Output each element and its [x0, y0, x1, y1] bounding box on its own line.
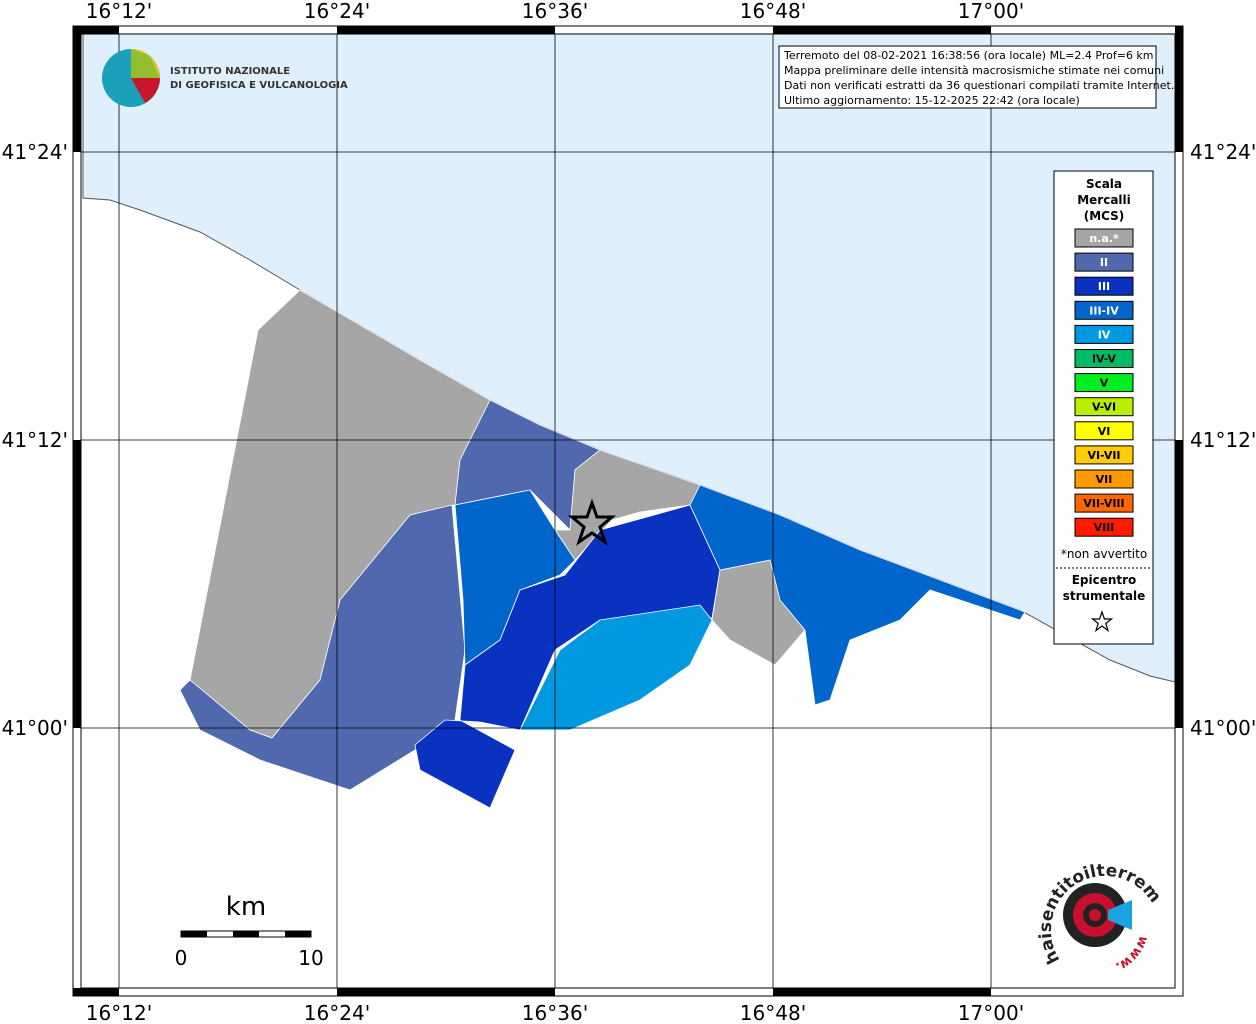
legend-label: VI-VII [1087, 449, 1120, 462]
info-line: Ultimo aggiornamento: 15-12-2025 22:42 (… [784, 94, 1080, 107]
legend-label: III-IV [1089, 304, 1119, 317]
legend-label: V [1100, 377, 1109, 390]
info-box: Terremoto del 08-02-2021 16:38:56 (ora l… [778, 45, 1174, 109]
legend-swatch [1074, 373, 1134, 393]
lon-label: 16°48' [740, 0, 806, 23]
legend-label: VI [1098, 425, 1111, 438]
scale-label: 0 [175, 946, 188, 970]
legend-label: VII [1096, 473, 1113, 486]
legend-swatch [1074, 397, 1134, 417]
legend-swatch [1074, 517, 1134, 537]
info-line: Terremoto del 08-02-2021 16:38:56 (ora l… [783, 49, 1154, 62]
scale-bar: km 0 10 [175, 892, 324, 970]
legend-label: VII-VIII [1083, 497, 1124, 510]
lon-label: 17°00' [958, 0, 1024, 23]
info-line: Dati non verificati estratti da 36 quest… [784, 79, 1174, 92]
municipality [179, 504, 466, 791]
legend-title: (MCS) [1084, 209, 1125, 223]
lon-label: 16°36' [522, 0, 588, 23]
legend-label: II [1100, 256, 1108, 269]
legend-swatch [1074, 276, 1134, 296]
lon-label: 16°24' [304, 1001, 370, 1024]
graticule [81, 34, 1175, 988]
lon-label: 16°12' [86, 1001, 152, 1024]
scale-unit: km [226, 892, 266, 922]
legend-note: *non avvertito [1061, 547, 1147, 561]
legend-swatch [1074, 228, 1134, 248]
legend-title: Scala [1086, 177, 1122, 191]
legend-swatch [1074, 421, 1134, 441]
lat-label: 41°12' [1190, 428, 1256, 452]
municipality [454, 489, 576, 666]
lon-label: 17°00' [958, 1001, 1024, 1024]
municipalities [179, 289, 1026, 809]
lon-label: 16°48' [740, 1001, 806, 1024]
legend-label: VIII [1094, 521, 1115, 534]
lat-label: 41°00' [2, 716, 68, 740]
legend-label: IV-V [1092, 353, 1117, 366]
epicenter [567, 498, 617, 546]
legend-swatch [1074, 445, 1134, 465]
legend-swatch [1074, 349, 1134, 368]
legend-epicenter: strumentale [1063, 589, 1146, 603]
lon-label: 16°24' [304, 0, 370, 23]
lat-label: 41°24' [1190, 140, 1256, 164]
lon-label: 16°36' [522, 1001, 588, 1024]
lat-label: 41°24' [2, 140, 68, 164]
lat-label: 41°00' [1190, 716, 1256, 740]
legend-swatch [1074, 469, 1134, 489]
legend-label: V-VI [1092, 401, 1116, 414]
legend-swatch [1074, 252, 1134, 272]
logo-text: DI GEOFISICA E VULCANOLOGIA [170, 80, 348, 91]
legend-label: III [1098, 280, 1110, 293]
lat-label: 41°12' [2, 428, 68, 452]
legend-swatch [1074, 493, 1134, 513]
municipality [689, 484, 1026, 706]
legend-label: n.a.* [1089, 232, 1119, 245]
legend-swatch [1074, 300, 1134, 320]
legend-title: Mercalli [1077, 193, 1131, 207]
lon-label: 16°12' [86, 0, 152, 23]
legend: Scala Mercalli (MCS) *non avvertito Epic… [1053, 170, 1154, 645]
lat-labels: 41°24' 41°12' 41°00' 41°24' 41°12' 41°00… [2, 140, 1256, 740]
legend-epicenter: Epicentro [1072, 573, 1137, 587]
lon-labels: 16°12' 16°24' 16°36' 16°48' 17°00' 16°12… [86, 0, 1024, 1024]
ingv-logo: ISTITUTO NAZIONALE DI GEOFISICA E VULCAN… [102, 49, 348, 107]
legend-swatch [1074, 324, 1134, 344]
logo-text: ISTITUTO NAZIONALE [170, 66, 290, 77]
scale-label: 10 [298, 946, 323, 970]
frame [72, 25, 1184, 997]
info-line: Mappa preliminare delle intensità macros… [784, 64, 1164, 77]
legend-label: IV [1098, 328, 1111, 341]
